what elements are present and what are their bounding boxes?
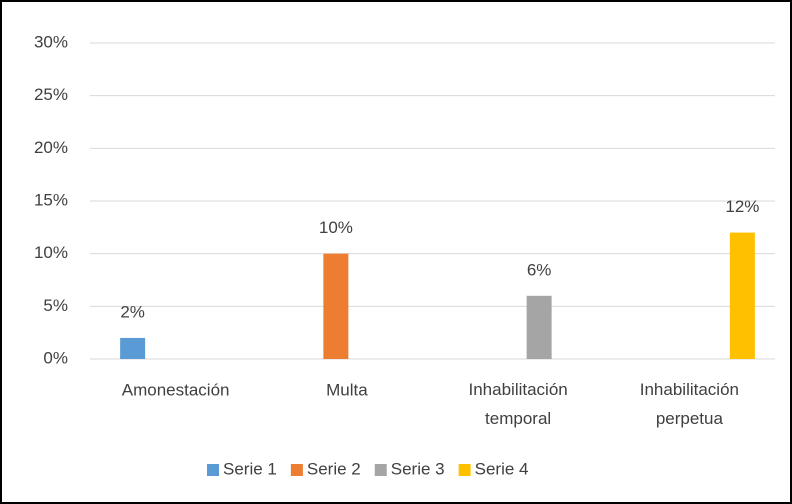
x-tick-label: Inhabilitación temporal <box>469 380 568 428</box>
x-tick-label: Amonestación <box>122 380 230 399</box>
y-tick-label: 25% <box>34 85 68 104</box>
legend-swatch <box>290 464 303 476</box>
legend-swatch <box>207 464 219 476</box>
y-tick-label: 15% <box>34 190 68 209</box>
x-tick-label: Inhabilitación perpetua <box>640 380 739 428</box>
y-tick-label: 0% <box>43 348 68 367</box>
data-label: 10% <box>319 218 353 237</box>
bar <box>120 337 146 359</box>
y-tick-label: 20% <box>34 138 68 157</box>
legend-swatch <box>458 464 471 476</box>
legend-label: Serie 4 <box>475 459 529 478</box>
legend-label: Serie 2 <box>307 459 361 478</box>
legend-swatch <box>374 464 387 476</box>
y-tick-label: 10% <box>34 243 68 262</box>
legend-label: Serie 1 <box>223 459 277 478</box>
data-label: 6% <box>527 260 552 279</box>
legend-label: Serie 3 <box>391 459 445 478</box>
data-label: 12% <box>725 197 759 216</box>
y-tick-label: 5% <box>43 296 68 315</box>
bar <box>323 253 349 359</box>
x-tick-label: Multa <box>326 380 368 399</box>
bar <box>526 295 552 359</box>
data-label: 2% <box>120 302 145 321</box>
y-tick-label: 30% <box>34 32 68 51</box>
bar <box>729 232 755 359</box>
